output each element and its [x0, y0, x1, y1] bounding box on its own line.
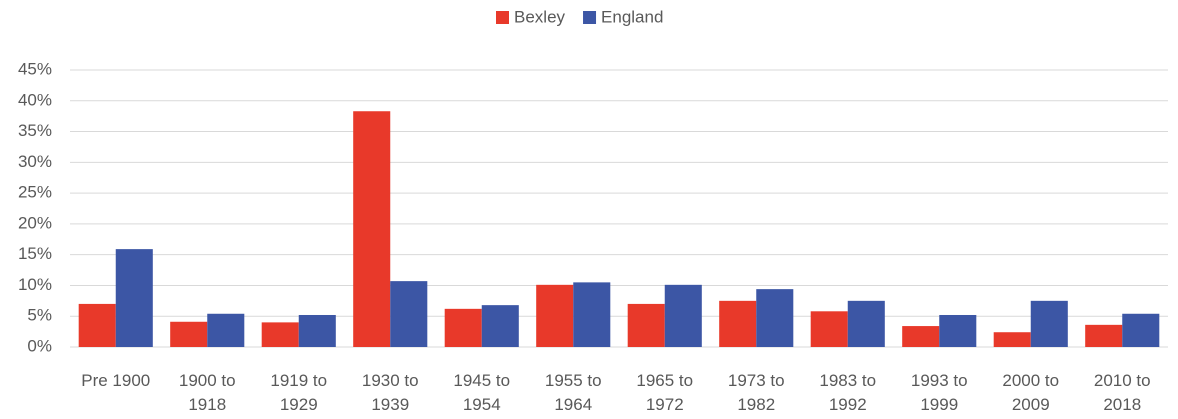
x-tick-label: 2010 to 2018 — [1093, 371, 1151, 414]
legend-label: England — [601, 7, 663, 26]
bar — [1085, 324, 1123, 347]
x-tick-label: 1993 to 1999 — [910, 371, 968, 414]
y-tick-label: 20% — [18, 213, 52, 232]
x-tick-label: 1930 to 1939 — [361, 371, 419, 414]
bar — [261, 322, 299, 347]
y-tick-label: 45% — [18, 59, 52, 78]
bar — [939, 314, 977, 347]
bar — [298, 314, 336, 347]
legend-label: Bexley — [514, 7, 566, 26]
bar — [207, 313, 245, 347]
y-tick-label: 10% — [18, 275, 52, 294]
bar — [481, 305, 519, 347]
x-tick-label: 1973 to 1982 — [727, 371, 785, 414]
bar — [756, 289, 794, 347]
bar — [847, 300, 885, 347]
x-tick-label: 1983 to 1992 — [819, 371, 877, 414]
bar — [353, 111, 391, 348]
bar — [170, 321, 208, 347]
legend-swatch — [496, 11, 509, 24]
bar — [444, 308, 482, 347]
bar — [115, 249, 153, 347]
bar — [902, 326, 940, 347]
x-tick-label: 2000 to 2009 — [1002, 371, 1060, 414]
y-tick-label: 25% — [18, 183, 52, 202]
bar — [810, 311, 848, 347]
y-tick-label: 40% — [18, 90, 52, 109]
x-tick-label: 1945 to 1954 — [453, 371, 511, 414]
bar — [573, 282, 611, 347]
x-tick-label: 1955 to 1964 — [544, 371, 602, 414]
y-tick-label: 5% — [27, 306, 52, 325]
x-tick-label: 1919 to 1929 — [270, 371, 328, 414]
bar — [1030, 300, 1068, 347]
bar — [627, 303, 665, 347]
bar — [78, 303, 116, 347]
bar — [719, 300, 757, 347]
bar — [1122, 313, 1160, 347]
x-tick-label: 1900 to 1918 — [178, 371, 236, 414]
y-tick-label: 35% — [18, 121, 52, 140]
bar — [993, 332, 1031, 347]
bar — [390, 281, 428, 347]
x-tick-label: Pre 1900 — [81, 371, 151, 390]
legend-swatch — [583, 11, 597, 24]
y-tick-label: 15% — [18, 244, 52, 263]
x-tick-label: 1965 to 1972 — [636, 371, 694, 414]
y-tick-label: 0% — [27, 336, 52, 355]
y-tick-label: 30% — [18, 152, 52, 171]
bar — [664, 284, 702, 347]
bar — [536, 284, 574, 347]
